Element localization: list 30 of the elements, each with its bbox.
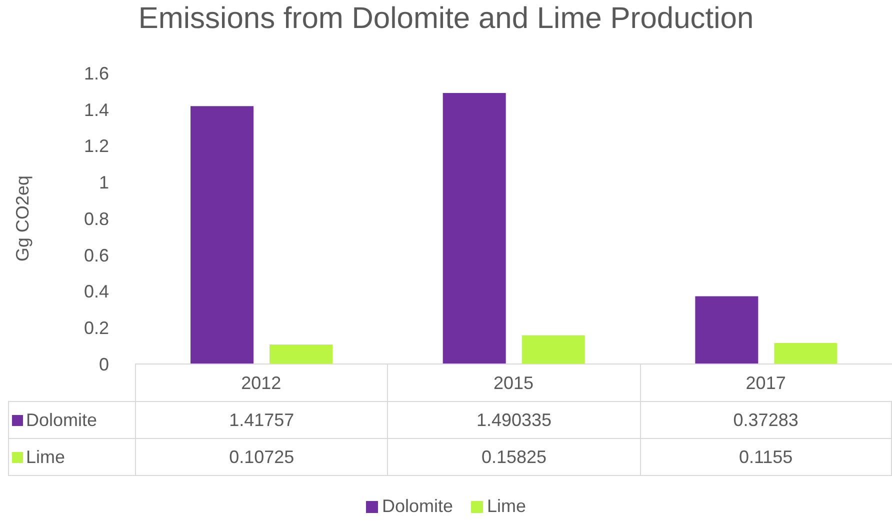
legend-label: Lime	[487, 496, 526, 517]
data-label: 0.15825	[387, 439, 640, 475]
y-tick-label: 0	[98, 354, 109, 374]
x-tick-label: 2017	[746, 372, 786, 393]
data-label: 0.37283	[640, 402, 892, 438]
bar	[270, 344, 333, 364]
y-tick-label: 1.2	[84, 136, 109, 156]
chart-title: Emissions from Dolomite and Lime Production	[137, 2, 755, 36]
x-tick-label: 2012	[241, 372, 282, 393]
data-label: 1.41757	[135, 402, 388, 438]
y-axis-title: Gg CO2eq	[12, 175, 32, 262]
text: Dolomite	[382, 496, 453, 516]
y-tick-label: 1.4	[84, 100, 109, 120]
y-tick-label: 0.2	[84, 318, 109, 338]
legend-label: Dolomite	[26, 410, 98, 430]
y-tick-label: 0.8	[84, 208, 109, 229]
bar	[190, 106, 254, 364]
y-tick-label: 1.6	[84, 63, 109, 84]
data-label: 0.10725	[135, 439, 388, 475]
y-tick-label: 0.4	[84, 282, 109, 302]
data-label: 1.490335	[387, 402, 640, 438]
y-tick-label: 0.6	[84, 245, 109, 266]
bar	[695, 296, 758, 364]
bar	[442, 92, 506, 364]
text: Lime	[26, 446, 66, 466]
bar	[774, 342, 838, 364]
x-tick-label: 2015	[493, 372, 534, 393]
data-label: 0.1155	[640, 439, 892, 475]
bar	[522, 335, 585, 364]
y-tick-label: 1	[98, 172, 109, 193]
